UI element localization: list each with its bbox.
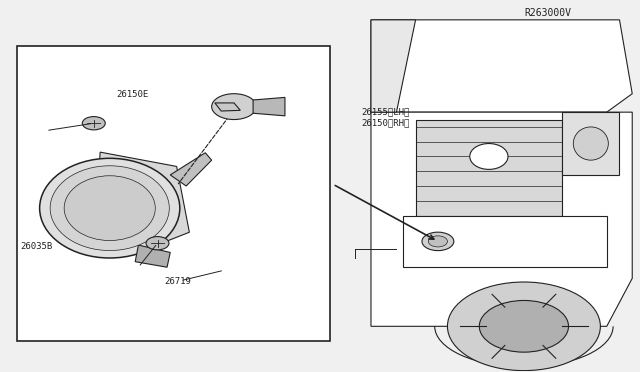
Ellipse shape xyxy=(470,144,508,169)
Polygon shape xyxy=(94,152,189,252)
Circle shape xyxy=(212,94,256,119)
Polygon shape xyxy=(371,20,632,112)
Polygon shape xyxy=(562,112,620,175)
FancyBboxPatch shape xyxy=(17,46,330,341)
Ellipse shape xyxy=(573,127,609,160)
Text: 26719: 26719 xyxy=(164,277,191,286)
Polygon shape xyxy=(371,112,632,326)
Ellipse shape xyxy=(64,176,156,241)
Circle shape xyxy=(428,236,447,247)
Polygon shape xyxy=(403,215,607,267)
Circle shape xyxy=(422,232,454,251)
Ellipse shape xyxy=(40,158,180,258)
Polygon shape xyxy=(253,97,285,116)
Text: 26150〈RH〉: 26150〈RH〉 xyxy=(362,118,410,127)
Text: 26155〈LH〉: 26155〈LH〉 xyxy=(362,107,410,116)
Text: 26150E: 26150E xyxy=(116,90,148,99)
Text: 26035B: 26035B xyxy=(20,242,52,251)
Polygon shape xyxy=(415,119,562,215)
Ellipse shape xyxy=(50,166,170,250)
Polygon shape xyxy=(135,245,170,267)
Circle shape xyxy=(479,301,568,352)
Polygon shape xyxy=(215,103,241,111)
Circle shape xyxy=(447,282,600,371)
Text: R263000V: R263000V xyxy=(524,8,571,18)
Polygon shape xyxy=(170,153,212,186)
Polygon shape xyxy=(371,20,415,112)
Circle shape xyxy=(146,237,169,250)
Circle shape xyxy=(83,116,105,130)
